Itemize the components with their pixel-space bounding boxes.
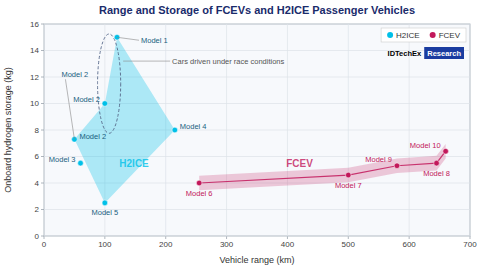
x-tick-label: 400 bbox=[281, 240, 295, 249]
y-grid-line bbox=[44, 24, 470, 25]
series-band bbox=[199, 144, 445, 190]
data-point bbox=[434, 160, 440, 166]
y-tick-label: 4 bbox=[35, 179, 40, 188]
y-tick bbox=[41, 103, 44, 104]
legend-label: FCEV bbox=[439, 31, 461, 40]
y-tick-label: 8 bbox=[35, 126, 40, 135]
y-tick-label: 6 bbox=[35, 152, 40, 161]
y-grid-line bbox=[44, 236, 470, 237]
annotation-leader bbox=[65, 79, 74, 139]
x-tick-label: 0 bbox=[42, 240, 47, 249]
data-point bbox=[102, 200, 108, 206]
x-tick-label: 600 bbox=[402, 240, 416, 249]
tick-labels: 0 100 200 300 400 500 600 700 0 2 4 6 8 10 12 14 16 bbox=[30, 20, 477, 250]
annotation-ellipse bbox=[98, 34, 121, 133]
x-tick bbox=[287, 236, 288, 239]
y-axis-label: Onboard hydrogen storage (kg) bbox=[3, 67, 13, 193]
x-tick-label: 300 bbox=[220, 240, 234, 249]
x-tick bbox=[348, 236, 349, 239]
series-line bbox=[199, 151, 445, 183]
legend-marker bbox=[430, 32, 436, 38]
y-tick-label: 14 bbox=[30, 46, 39, 55]
badge: Research IDTechEx bbox=[388, 47, 464, 59]
annotation-leader bbox=[123, 61, 170, 62]
area-label: FCEV bbox=[286, 158, 313, 169]
marks bbox=[72, 34, 449, 206]
labels: Model 2 Model 2 Model 1 Model 5 Model 3 Model… bbox=[49, 36, 450, 218]
y-tick-label: 12 bbox=[30, 73, 39, 82]
point-label: Model 9 bbox=[365, 155, 392, 164]
data-point bbox=[196, 180, 202, 186]
x-tick bbox=[104, 236, 105, 239]
y-tick bbox=[41, 236, 44, 237]
legend-label: H2ICE bbox=[396, 31, 420, 40]
point-label: Model 5 bbox=[92, 208, 119, 217]
area-label: H2ICE bbox=[119, 158, 149, 169]
point-label: Model 6 bbox=[186, 189, 213, 198]
x-tick-label: 700 bbox=[463, 240, 477, 249]
point-label: Model 2 bbox=[79, 132, 106, 141]
y-tick bbox=[41, 77, 44, 78]
point-label: Model 7 bbox=[335, 181, 362, 190]
data-point bbox=[443, 148, 449, 154]
y-tick-label: 10 bbox=[30, 99, 39, 108]
y-tick-label: 0 bbox=[35, 232, 40, 241]
label-leader bbox=[117, 37, 139, 40]
data-point bbox=[172, 127, 178, 133]
x-tick bbox=[409, 236, 410, 239]
data-point bbox=[102, 101, 108, 107]
plot-area bbox=[44, 24, 470, 236]
legend-marker bbox=[387, 32, 393, 38]
x-tick bbox=[44, 236, 45, 239]
x-tick bbox=[470, 236, 471, 239]
chart: 0 100 200 300 400 500 600 700 0 2 4 6 8 10 12 14 16 Range… bbox=[0, 0, 480, 270]
legend: H2ICE FCEV bbox=[381, 28, 466, 42]
x-tick bbox=[226, 236, 227, 239]
x-tick bbox=[165, 236, 166, 239]
title: Range and Storage of FCEVs and H2ICE Pas… bbox=[99, 4, 415, 16]
x-tick-label: 100 bbox=[98, 240, 112, 249]
point-label: Model 1 bbox=[141, 36, 168, 45]
point-label: Model 10 bbox=[410, 141, 441, 150]
annotation: Cars driven under race conditions bbox=[172, 57, 284, 66]
grid bbox=[41, 24, 470, 239]
y-grid-line bbox=[44, 77, 470, 78]
y-tick bbox=[41, 156, 44, 157]
y-tick bbox=[41, 130, 44, 131]
y-tick-label: 2 bbox=[35, 205, 40, 214]
data-point bbox=[394, 163, 400, 169]
series-area bbox=[74, 37, 174, 203]
x-tick-label: 500 bbox=[342, 240, 356, 249]
point-label: Model 3 bbox=[49, 155, 76, 164]
data-point bbox=[78, 160, 84, 166]
data-point bbox=[345, 172, 351, 178]
point-label: Model 8 bbox=[423, 169, 450, 178]
point-label: Model 4 bbox=[180, 122, 207, 131]
y-tick bbox=[41, 209, 44, 210]
y-tick bbox=[41, 183, 44, 184]
annotation: Model 2 bbox=[61, 70, 88, 79]
badge-text: Research bbox=[427, 49, 461, 58]
y-tick bbox=[41, 24, 44, 25]
point-label: Model 2 bbox=[73, 95, 100, 104]
x-axis-label: Vehicle range (km) bbox=[219, 255, 294, 265]
x-tick-label: 200 bbox=[159, 240, 173, 249]
legend-box bbox=[381, 28, 466, 42]
y-tick bbox=[41, 50, 44, 51]
y-tick-label: 16 bbox=[30, 20, 39, 29]
badge-text: IDTechEx bbox=[388, 49, 422, 58]
badge-box bbox=[424, 47, 464, 59]
